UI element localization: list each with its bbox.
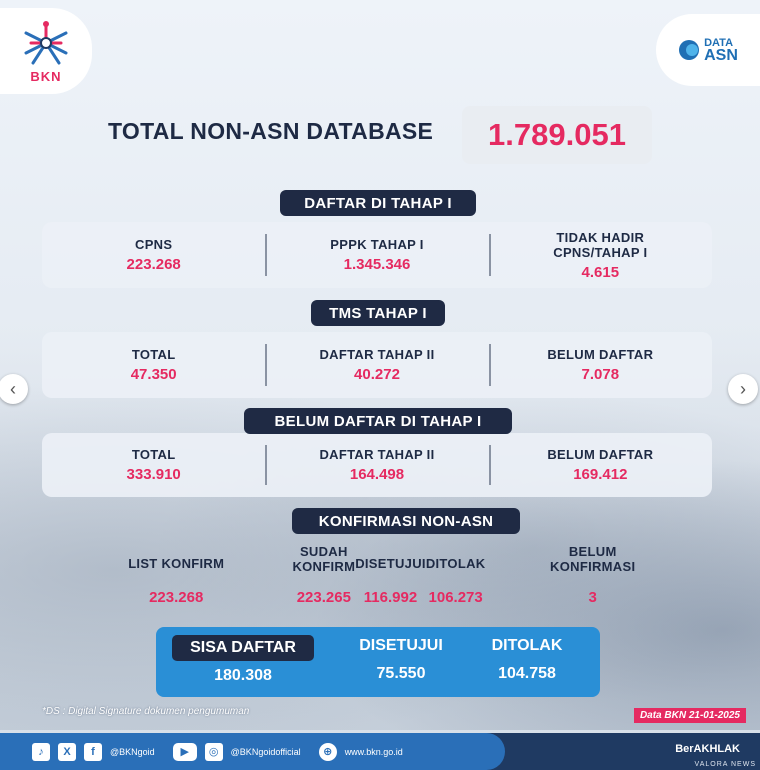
stat-value: 223.265 xyxy=(296,589,351,606)
chevron-right-icon: › xyxy=(740,378,746,399)
stat-label: BELUM DAFTAR xyxy=(547,447,654,462)
stat-belum-belum-daftar: BELUM DAFTAR 169.412 xyxy=(488,433,712,497)
sisa-daftar-title: SISA DAFTAR xyxy=(172,635,314,661)
stat-value: 333.910 xyxy=(126,466,181,483)
stat-value: 4.615 xyxy=(581,263,620,281)
data-asn-circle-icon xyxy=(679,40,700,60)
social-handle-1[interactable]: @BKNgoid xyxy=(110,746,155,757)
stat-disetujui: DISETUJUI 116.992 xyxy=(355,540,426,610)
berakhlak-logo: BerAKHLAK xyxy=(675,743,740,755)
stat-label: SUDAH KONFIRM xyxy=(292,544,356,574)
sisa-daftar-box: SISA DAFTAR 180.308 DISETUJUI 75.550 DIT… xyxy=(156,627,600,697)
stat-belum-konfirmasi: BELUM KONFIRMASI 3 xyxy=(485,540,700,610)
panel-tms-tahap-1: TOTAL 47.350 DAFTAR TAHAP II 40.272 BELU… xyxy=(42,332,712,398)
sisa-ditolak-value: 104.758 xyxy=(498,665,556,682)
bkn-logo: BKN xyxy=(0,8,92,94)
carousel-prev-button[interactable]: ‹ xyxy=(0,374,28,404)
stat-value: 164.498 xyxy=(349,466,405,483)
stat-label: LIST KONFIRM xyxy=(128,556,225,571)
section-konfirmasi-title: KONFIRMASI NON-ASN xyxy=(292,508,520,534)
bkn-emblem-icon xyxy=(24,20,68,64)
stat-belum-total: TOTAL 333.910 xyxy=(42,433,265,497)
data-asn-bottom: ASN xyxy=(704,46,738,64)
stat-label: BELUM DAFTAR xyxy=(547,347,654,362)
stat-label: DITOLAK xyxy=(425,556,486,571)
stat-list-konfirm: LIST KONFIRM 223.268 xyxy=(60,540,292,610)
bkn-label: BKN xyxy=(30,68,62,84)
data-date-badge: Data BKN 21-01-2025 xyxy=(633,708,746,723)
instagram-icon[interactable]: ◎ xyxy=(204,742,223,761)
stat-belum-daftar-tahap-2: DAFTAR TAHAP II 164.498 xyxy=(265,433,488,497)
stat-label: TIDAK HADIR CPNS/TAHAP I xyxy=(553,229,648,260)
watermark: VALORA NEWS xyxy=(694,761,756,768)
panel-belum-daftar-tahap-1: TOTAL 333.910 DAFTAR TAHAP II 164.498 BE… xyxy=(42,433,712,497)
stat-value: 106.273 xyxy=(428,589,483,606)
stat-tms-total: TOTAL 47.350 xyxy=(42,332,265,398)
stat-pppk-tahap-1: PPPK TAHAP I 1.345.346 xyxy=(265,222,488,288)
konfirmasi-row: LIST KONFIRM 223.268 SUDAH KONFIRM 223.2… xyxy=(60,540,700,610)
tiktok-icon[interactable]: ♪ xyxy=(32,742,50,761)
facebook-icon[interactable]: f xyxy=(84,742,102,761)
sisa-disetujui-label: DISETUJUI xyxy=(359,637,443,654)
stat-label: BELUM KONFIRMASI xyxy=(550,544,636,574)
stat-label: DISETUJUI xyxy=(355,556,426,571)
footer: ♪ X f @BKNgoid ▶ ◎ @BKNgoidofficial ⊕ ww… xyxy=(0,733,760,770)
data-asn-logo: DATA ASN xyxy=(656,14,760,86)
sisa-ditolak-label: DITOLAK xyxy=(491,637,563,654)
stat-value: 3 xyxy=(588,589,597,606)
social-handle-2[interactable]: @BKNgoidofficial xyxy=(230,746,301,757)
sisa-disetujui-value: 75.550 xyxy=(376,665,426,682)
stat-tms-belum-daftar: BELUM DAFTAR 7.078 xyxy=(488,332,712,398)
stat-label: PPPK TAHAP I xyxy=(330,237,424,252)
stat-value: 47.350 xyxy=(130,366,177,383)
total-label: TOTAL NON-ASN DATABASE xyxy=(108,118,434,144)
ds-note: *DS : Digital Signature dokumen pengumum… xyxy=(42,706,250,717)
footer-social-bar: ♪ X f @BKNgoid ▶ ◎ @BKNgoidofficial ⊕ ww… xyxy=(0,733,505,770)
stat-value: 40.272 xyxy=(354,366,400,383)
youtube-icon[interactable]: ▶ xyxy=(172,742,197,761)
stat-label: TOTAL xyxy=(131,347,176,362)
sisa-daftar-value: 180.308 xyxy=(214,667,272,684)
chevron-left-icon: ‹ xyxy=(10,378,16,399)
stat-value: 7.078 xyxy=(581,366,620,383)
stat-sudah-konfirm: SUDAH KONFIRM 223.265 xyxy=(292,540,355,610)
stat-label: CPNS xyxy=(135,237,173,252)
stat-label: DAFTAR TAHAP II xyxy=(319,447,435,462)
sisa-disetujui-col: DISETUJUI 75.550 xyxy=(346,637,456,683)
stat-value: 116.992 xyxy=(363,589,418,606)
stat-value: 169.412 xyxy=(573,466,628,483)
stat-ditolak: DITOLAK 106.273 xyxy=(426,540,486,610)
total-value: 1.789.051 xyxy=(462,106,652,164)
x-icon[interactable]: X xyxy=(58,742,76,761)
sisa-ditolak-col: DITOLAK 104.758 xyxy=(472,637,582,683)
section-tms-tahap-1-title: TMS TAHAP I xyxy=(311,300,445,326)
section-daftar-tahap-1-title: DAFTAR DI TAHAP I xyxy=(280,190,476,216)
data-asn-top: DATA xyxy=(704,36,734,49)
globe-icon: ⊕ xyxy=(318,742,337,761)
stat-tidak-hadir: TIDAK HADIR CPNS/TAHAP I 4.615 xyxy=(488,222,712,288)
stat-value: 223.268 xyxy=(149,589,204,606)
section-belum-daftar-title: BELUM DAFTAR DI TAHAP I xyxy=(244,408,512,434)
stat-label: DAFTAR TAHAP II xyxy=(319,347,435,362)
website-link[interactable]: www.bkn.go.id xyxy=(344,746,403,757)
stat-tms-daftar-tahap-2: DAFTAR TAHAP II 40.272 xyxy=(265,332,488,398)
panel-daftar-tahap-1: CPNS 223.268 PPPK TAHAP I 1.345.346 TIDA… xyxy=(42,222,712,288)
stat-label: TOTAL xyxy=(131,447,176,462)
stat-cpns: CPNS 223.268 xyxy=(42,222,265,288)
carousel-next-button[interactable]: › xyxy=(728,374,758,404)
stat-value: 1.345.346 xyxy=(343,256,411,273)
sisa-daftar-value-col: 180.308 xyxy=(172,667,314,685)
stat-value: 223.268 xyxy=(126,256,181,273)
